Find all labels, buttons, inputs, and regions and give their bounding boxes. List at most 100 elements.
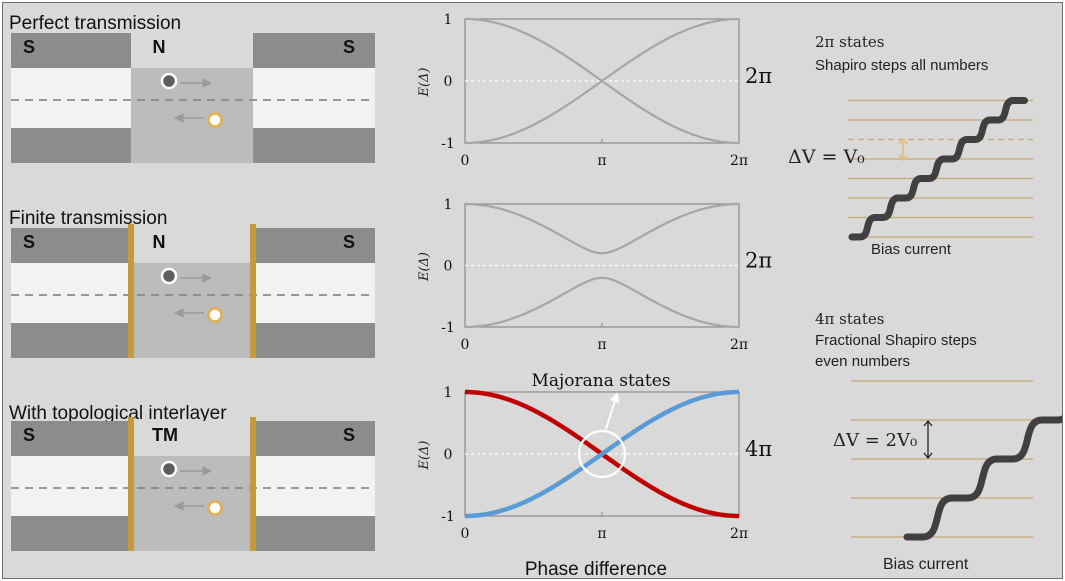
y-axis-label: E(Δ) (417, 440, 432, 470)
electron-icon (160, 267, 178, 285)
y-axis-label: E(Δ) (417, 252, 432, 282)
bias-current-label-bottom: Bias current (883, 556, 969, 573)
junction-middle-top (131, 421, 253, 456)
period-label: 2π (745, 249, 772, 273)
hole-icon (207, 500, 223, 516)
y-tick-label: 1 (444, 197, 453, 213)
left-superconductor-bottom (11, 516, 131, 551)
left-superconductor-band (11, 68, 131, 128)
y-tick-label: 1 (444, 385, 453, 401)
middle-label: N (153, 232, 166, 252)
hole-icon (207, 112, 223, 128)
junction-title: Finite transmission (9, 208, 167, 229)
x-tick-label: 0 (461, 337, 470, 353)
spectrum-plot-1: 1 0 -1 0 π 2π E(Δ) 2π (417, 12, 772, 169)
right-superconductor-bottom (253, 516, 375, 551)
junction-middle-region (131, 68, 253, 163)
spectrum-plot-3: 1 0 -1 0 π 2π E(Δ) 4π Majorana states Phase diffe… (417, 371, 772, 579)
shapiro-staircase-2pi (848, 97, 1028, 241)
delta-v-arrow-4pi (923, 419, 933, 460)
bias-current-label-top: Bias current (871, 241, 952, 258)
left-superconductor-band (11, 263, 131, 323)
right-s-label: S (343, 232, 355, 252)
shapiro-4pi-subtitle2: even numbers (815, 353, 910, 370)
x-axis-label: Phase difference (525, 559, 667, 579)
junction-middle-region (131, 456, 253, 551)
spectrum-plot-2: 1 0 -1 0 π 2π E(Δ) 2π (417, 197, 772, 353)
majorana-crossing-circle (577, 429, 627, 479)
middle-label: N (153, 37, 166, 57)
left-superconductor-bottom (11, 128, 131, 163)
junction-middle-top (131, 33, 253, 68)
x-tick-label: π (597, 153, 606, 169)
delta-v-arrow-2pi (898, 137, 908, 162)
y-tick-label: 0 (444, 259, 453, 275)
right-superconductor-bottom (253, 323, 375, 358)
x-tick-label: 2π (730, 337, 748, 353)
x-tick-label: π (597, 526, 606, 542)
left-superconductor-band (11, 456, 131, 516)
plot-frame (464, 203, 740, 328)
shapiro-4pi-title: 4π states (815, 310, 884, 328)
majorana-label: Majorana states (531, 371, 670, 391)
shapiro-staircase-4pi (903, 415, 1062, 541)
y-tick-label: -1 (441, 509, 455, 525)
x-tick-label: 2π (730, 153, 748, 169)
junction-middle-top (131, 228, 253, 263)
right-s-label: S (343, 37, 355, 57)
right-superconductor-bottom (253, 128, 375, 163)
period-label: 2π (745, 64, 772, 88)
left-barrier (128, 417, 134, 551)
x-tick-label: π (597, 337, 606, 353)
left-superconductor-bottom (11, 323, 131, 358)
x-tick-label: 0 (461, 526, 470, 542)
y-tick-label: -1 (441, 136, 455, 152)
right-barrier (250, 224, 256, 358)
spectrum-curve-1 (464, 202, 740, 255)
shapiro-4pi-subtitle: Fractional Shapiro steps (815, 332, 977, 349)
right-barrier (250, 417, 256, 551)
left-barrier (128, 224, 134, 358)
junction-2: Finite transmission S S N (9, 208, 375, 358)
junction-middle-region (131, 263, 253, 358)
spectrum-curve-2 (464, 276, 740, 329)
delta-v-label-2pi: ΔV = V₀ (788, 146, 865, 168)
left-s-label: S (23, 425, 35, 445)
left-s-label: S (23, 232, 35, 252)
y-axis-label: E(Δ) (417, 67, 432, 97)
electron-icon (160, 72, 178, 90)
electron-icon (160, 460, 178, 478)
x-tick-label: 2π (730, 526, 748, 542)
junction-1: Perfect transmission S S N (9, 13, 375, 163)
right-superconductor-band (253, 263, 375, 323)
left-s-label: S (23, 37, 35, 57)
left-superconductor-top (11, 421, 131, 456)
hole-icon (207, 307, 223, 323)
junction-title: Perfect transmission (9, 13, 181, 34)
y-tick-label: 1 (444, 12, 453, 28)
delta-v-label-4pi: ΔV = 2V₀ (833, 430, 917, 451)
right-superconductor-top (253, 33, 375, 68)
left-superconductor-top (11, 228, 131, 263)
middle-label: TM (152, 425, 178, 445)
majorana-pointer-arrow (605, 392, 620, 430)
period-label: 4π (745, 437, 772, 461)
andreev-spectra-plots: 1 0 -1 0 π 2π E(Δ) 2π 1 0 -1 0 π 2π E(Δ) 2π 1 0 -1 0 π 2π E(Δ)… (417, 12, 772, 579)
right-superconductor-band (253, 456, 375, 516)
shapiro-2pi-title: 2π states (815, 33, 884, 51)
shapiro-panel-2pi: 2π states Shapiro steps all numbers ΔV =… (788, 33, 1033, 258)
x-tick-label: 0 (461, 153, 470, 169)
spectrum-curve-2 (464, 17, 740, 145)
spectrum-curve-2 (464, 389, 740, 519)
shapiro-2pi-subtitle: Shapiro steps all numbers (815, 57, 988, 74)
y-tick-label: 0 (444, 447, 453, 463)
right-superconductor-top (253, 228, 375, 263)
left-superconductor-top (11, 33, 131, 68)
right-s-label: S (343, 425, 355, 445)
right-superconductor-band (253, 68, 375, 128)
shapiro-panel-4pi: 4π states Fractional Shapiro steps even … (815, 310, 1062, 573)
